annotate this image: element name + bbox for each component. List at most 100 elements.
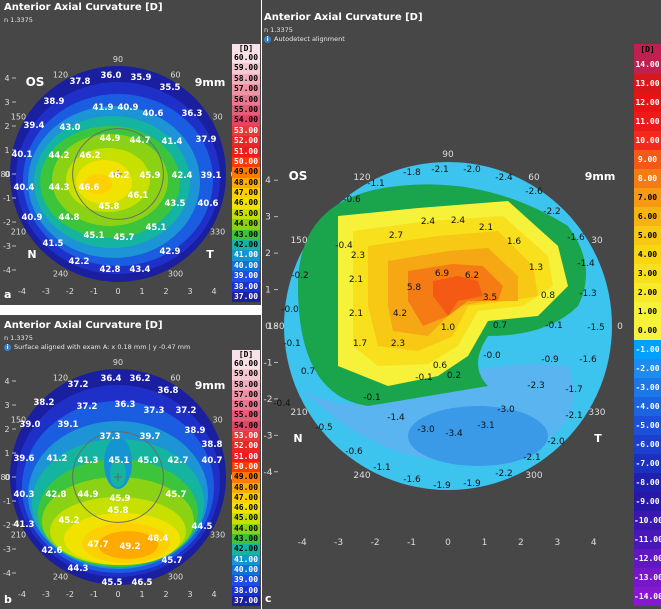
difference-value: -3.4 — [445, 429, 463, 439]
eye-label: OS — [26, 75, 45, 89]
tick-label-y: 1 — [4, 449, 9, 458]
difference-value: 0.7 — [301, 367, 315, 377]
angle-label: 30 — [212, 416, 222, 425]
color-band — [98, 531, 158, 559]
panel-c-refractive-index: n 1.3375 — [264, 26, 293, 34]
eye-label: OS — [289, 169, 308, 183]
tick-label-x: 0 — [445, 538, 451, 548]
tick-label-x: -1 — [407, 538, 416, 548]
curvature-value: 40.6 — [143, 109, 164, 119]
panel-b-refractive-index: n 1.3375 — [4, 334, 33, 342]
difference-value: 2.1 — [349, 275, 363, 285]
tick-label-y: 3 — [4, 401, 9, 410]
difference-value: 2.3 — [391, 339, 405, 349]
curvature-value: 41.3 — [78, 456, 99, 466]
curvature-value: 37.8 — [70, 77, 91, 87]
angle-label: 120 — [53, 373, 68, 382]
panel-c-label: c — [265, 592, 272, 605]
angle-label: 180 — [267, 322, 284, 332]
scale-step: 9.00 — [634, 150, 661, 169]
curvature-value: 40.1 — [12, 150, 33, 160]
scale-step: 13.00 — [634, 74, 661, 93]
scale-step: 52.00 — [232, 136, 260, 147]
scale-step: 56.00 — [232, 94, 260, 105]
curvature-value: 44.2 — [49, 151, 70, 161]
temporal-label: T — [206, 248, 214, 261]
elevation-band — [433, 276, 483, 316]
scale-step: 55.00 — [232, 104, 260, 116]
difference-value: -0.4 — [273, 399, 291, 409]
curvature-value: 42.7 — [168, 456, 189, 466]
panel-c-title: Anterior Axial Curvature [D] — [264, 12, 423, 23]
scale-step: 40.00 — [232, 564, 260, 576]
difference-value: -3.1 — [477, 421, 495, 431]
tick-label-x: -2 — [66, 590, 74, 599]
curvature-value: 44.9 — [100, 134, 121, 144]
scale-step: 38.00 — [232, 281, 260, 292]
scale-step: 43.00 — [232, 229, 260, 241]
difference-value: -2.2 — [495, 469, 513, 479]
difference-value: -2.6 — [525, 187, 543, 197]
angle-label: 300 — [525, 471, 542, 481]
difference-value: 0.7 — [493, 321, 507, 331]
curvature-value: 45.7 — [114, 233, 135, 243]
curvature-value: 44.3 — [68, 564, 89, 574]
scale-step: 41.00 — [232, 554, 260, 565]
curvature-value: 42.4 — [172, 171, 193, 181]
info-icon: i — [4, 344, 11, 351]
scale-step: 52.00 — [232, 441, 260, 452]
panel-a-label: a — [4, 288, 12, 301]
scale-step: 58.00 — [232, 73, 260, 85]
curvature-value: 36.2 — [130, 374, 151, 384]
scale-step: 48.00 — [232, 482, 260, 493]
temporal-label: T — [594, 432, 602, 445]
curvature-value: 36.3 — [182, 109, 203, 119]
zone-ring — [72, 128, 164, 220]
tick-label-y: -2 — [3, 218, 11, 227]
scale-step: 48.00 — [232, 177, 260, 189]
scale-step: 51.00 — [232, 451, 260, 462]
angle-label: 150 — [290, 236, 307, 246]
tick-label-y: -3 — [264, 431, 273, 441]
scale-step: 58.00 — [232, 379, 260, 390]
curvature-value: 39.4 — [24, 121, 45, 131]
difference-value: -1.8 — [403, 168, 421, 178]
info-icon: i — [264, 36, 271, 43]
difference-value: -0.2 — [291, 271, 309, 281]
angle-label: 180 — [0, 170, 11, 179]
tick-label-x: 4 — [211, 287, 216, 296]
angle-label: 300 — [168, 270, 183, 279]
curvature-value: 41.3 — [14, 520, 35, 530]
tick-label-y: 1 — [4, 146, 9, 155]
tick-label-y: -4 — [3, 266, 11, 275]
scale-step: -5.00 — [634, 416, 661, 435]
curvature-value: 37.3 — [100, 432, 121, 442]
tick-label-x: 2 — [518, 538, 524, 548]
curvature-value: 38.9 — [185, 426, 206, 436]
scale-step: 43.00 — [232, 534, 260, 545]
curvature-value: 43.0 — [60, 123, 81, 133]
panel-c-note-text: Autodetect alignment — [274, 35, 345, 43]
scale-step: 50.00 — [232, 461, 260, 473]
tick-label-y: -4 — [3, 569, 11, 578]
curvature-value: 36.8 — [158, 386, 179, 396]
curvature-value: 39.1 — [201, 171, 222, 181]
scale-step: 8.00 — [634, 169, 661, 188]
color-scale-a: [D] 60.00 59.00 58.00 57.00 56.00 55.00 54.00 53… — [232, 44, 260, 304]
scale-step: -9.00 — [634, 492, 661, 511]
tick-label-x: 3 — [554, 538, 560, 548]
curvature-value: 45.8 — [99, 202, 120, 212]
angle-label: 300 — [168, 573, 183, 582]
curvature-value: 45.7 — [166, 490, 187, 500]
scale-step: 37.00 — [232, 595, 260, 607]
tick-label-y: 0 — [4, 170, 9, 179]
scale-step: 53.00 — [232, 125, 260, 137]
difference-value: -1.3 — [579, 289, 597, 299]
difference-value: 2.4 — [451, 216, 466, 226]
tick-label-y: 2 — [4, 122, 9, 131]
scale-step: -3.00 — [634, 378, 661, 397]
tick-label-x: -4 — [298, 538, 307, 548]
scale-step: 12.00 — [634, 93, 661, 112]
